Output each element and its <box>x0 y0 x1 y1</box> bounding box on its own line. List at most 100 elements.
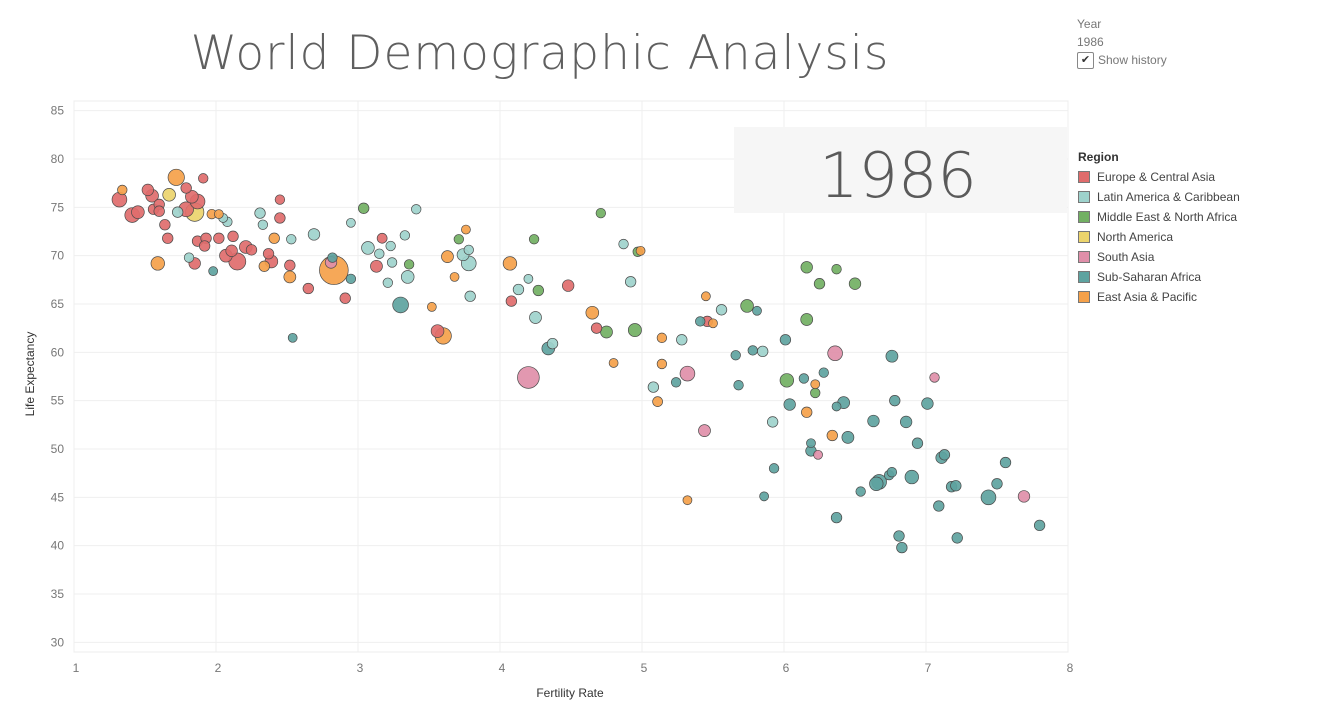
bubble-point[interactable] <box>933 500 945 512</box>
bubble-point[interactable] <box>695 316 706 327</box>
bubble-point[interactable] <box>747 345 758 356</box>
bubble-point[interactable] <box>798 373 810 384</box>
bubble-point[interactable] <box>886 467 898 478</box>
bubble-point[interactable] <box>679 365 696 382</box>
legend-item[interactable]: Sub-Saharan Africa <box>1078 267 1240 287</box>
bubble-point[interactable] <box>708 318 718 329</box>
bubble-point[interactable] <box>826 429 838 442</box>
bubble-point[interactable] <box>779 334 792 346</box>
bubble-point[interactable] <box>284 259 296 271</box>
bubble-point[interactable] <box>532 284 544 297</box>
bubble-point[interactable] <box>225 244 238 257</box>
bubble-point[interactable] <box>618 238 629 250</box>
bubble-point[interactable] <box>172 206 184 218</box>
bubble-point[interactable] <box>183 252 195 263</box>
bubble-point[interactable] <box>899 415 913 429</box>
bubble-point[interactable] <box>585 305 600 320</box>
bubble-point[interactable] <box>254 207 266 219</box>
bubble-point[interactable] <box>523 274 534 284</box>
bubble-point[interactable] <box>461 224 471 235</box>
bubble-point[interactable] <box>302 282 314 295</box>
bubble-point[interactable] <box>896 541 908 554</box>
bubble-point[interactable] <box>701 291 711 302</box>
bubble-point[interactable] <box>453 234 464 245</box>
bubble-point[interactable] <box>600 325 613 339</box>
bubble-point[interactable] <box>517 366 540 389</box>
bubble-point[interactable] <box>198 240 211 252</box>
bubble-point[interactable] <box>889 395 901 407</box>
legend-item[interactable]: South Asia <box>1078 247 1240 267</box>
bubble-point[interactable] <box>715 304 728 316</box>
bubble-point[interactable] <box>921 397 934 410</box>
legend-item[interactable]: North America <box>1078 227 1240 247</box>
bubble-point[interactable] <box>441 250 454 263</box>
bubble-point[interactable] <box>374 248 385 259</box>
bubble-point[interactable] <box>624 276 637 288</box>
bubble-point[interactable] <box>198 173 209 184</box>
bubble-point[interactable] <box>999 456 1012 469</box>
bubble-point[interactable] <box>885 349 899 363</box>
bubble-point[interactable] <box>801 406 813 418</box>
bubble-point[interactable] <box>245 244 258 256</box>
bubble-point[interactable] <box>361 241 375 255</box>
bubble-point[interactable] <box>831 264 842 275</box>
bubble-point[interactable] <box>759 491 769 502</box>
bubble-point[interactable] <box>339 292 351 304</box>
bubble-point[interactable] <box>608 358 619 368</box>
bubble-point[interactable] <box>512 283 525 296</box>
bubble-point[interactable] <box>268 232 280 244</box>
bubble-point[interactable] <box>562 279 575 292</box>
bubble-point[interactable] <box>752 305 762 316</box>
bubble-point[interactable] <box>346 217 356 228</box>
bubble-point[interactable] <box>376 232 388 244</box>
bubble-point[interactable] <box>392 296 409 314</box>
bubble-point[interactable] <box>385 240 396 252</box>
bubble-point[interactable] <box>656 332 668 343</box>
show-history-toggle[interactable]: ✔ Show history <box>1077 51 1167 69</box>
bubble-point[interactable] <box>117 184 128 196</box>
bubble-point[interactable] <box>911 437 924 449</box>
bubble-point[interactable] <box>950 480 962 492</box>
bubble-point[interactable] <box>430 324 445 338</box>
bubble-point[interactable] <box>893 530 905 542</box>
bubble-point[interactable] <box>1017 490 1031 503</box>
bubble-point[interactable] <box>1033 519 1046 532</box>
bubble-point[interactable] <box>274 212 286 224</box>
bubble-point[interactable] <box>813 449 823 460</box>
bubble-point[interactable] <box>867 414 880 428</box>
bubble-point[interactable] <box>257 219 269 230</box>
bubble-point[interactable] <box>546 337 559 350</box>
bubble-point[interactable] <box>463 244 474 256</box>
bubble-point[interactable] <box>779 373 794 388</box>
bubble-point[interactable] <box>938 449 951 461</box>
bubble-point[interactable] <box>991 478 1003 490</box>
bubble-point[interactable] <box>464 290 476 302</box>
bubble-point[interactable] <box>180 182 192 194</box>
bubble-point[interactable] <box>595 207 606 219</box>
bubble-point[interactable] <box>449 272 460 282</box>
bubble-point[interactable] <box>810 387 821 399</box>
bubble-point[interactable] <box>258 260 270 272</box>
bubble-point[interactable] <box>528 234 540 245</box>
bubble-point[interactable] <box>830 511 843 524</box>
bubble-point[interactable] <box>783 398 796 411</box>
bubble-point[interactable] <box>810 379 821 390</box>
bubble-point[interactable] <box>411 204 422 215</box>
legend-item[interactable]: Europe & Central Asia <box>1078 167 1240 187</box>
bubble-point[interactable] <box>682 495 693 506</box>
bubble-point[interactable] <box>153 205 165 217</box>
bubble-point[interactable] <box>656 358 668 370</box>
bubble-point[interactable] <box>167 168 185 186</box>
bubble-point[interactable] <box>800 261 813 274</box>
bubble-point[interactable] <box>159 219 171 231</box>
bubble-point[interactable] <box>827 345 843 362</box>
bubble-point[interactable] <box>150 256 165 271</box>
bubble-point[interactable] <box>345 273 357 285</box>
bubble-point[interactable] <box>327 252 338 263</box>
bubble-point[interactable] <box>806 438 816 449</box>
bubble-point[interactable] <box>818 367 829 378</box>
bubble-point[interactable] <box>382 277 393 288</box>
bubble-point[interactable] <box>647 381 660 393</box>
bubble-point[interactable] <box>855 486 866 497</box>
bubble-point[interactable] <box>733 380 744 391</box>
